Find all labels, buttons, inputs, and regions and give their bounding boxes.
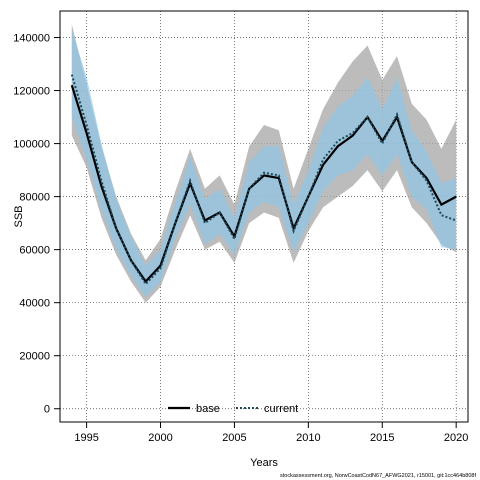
line-current xyxy=(70,74,457,286)
legend-current-label: current xyxy=(264,403,298,415)
y-tick-label: 60000 xyxy=(19,245,50,257)
x-tick-label: 2010 xyxy=(296,432,320,444)
y-tick-label: 20000 xyxy=(19,351,50,363)
y-tick-label: 100000 xyxy=(13,139,50,151)
y-tick-label: 140000 xyxy=(13,33,50,45)
band-current xyxy=(71,29,457,298)
footnote: stockassessment.org, NorwCoastCodN67_AFW… xyxy=(280,473,476,479)
x-tick-label: 2000 xyxy=(148,432,172,444)
x-tick-label: 1995 xyxy=(74,432,98,444)
legend: base current xyxy=(168,403,298,415)
y-tick-label: 120000 xyxy=(13,86,50,98)
y-tick-label: 40000 xyxy=(19,298,50,310)
x-axis-title: Years xyxy=(250,457,278,469)
y-tick-label: 0 xyxy=(44,404,50,416)
series-lines xyxy=(70,74,457,286)
plot-frame xyxy=(59,10,469,423)
x-tick-label: 2020 xyxy=(444,432,468,444)
y-tick-label: 80000 xyxy=(19,192,50,204)
y-axis-title: SSB xyxy=(13,205,25,227)
x-tick-label: 2005 xyxy=(222,432,246,444)
y-axis: 0 20000 40000 60000 80000 100000 120000 140000 xyxy=(13,33,60,416)
x-tick-label: 2015 xyxy=(370,432,394,444)
confidence-bands xyxy=(71,24,457,303)
x-axis: 1995 2000 2005 2010 2015 2020 xyxy=(74,422,468,444)
legend-base-label: base xyxy=(196,403,220,415)
